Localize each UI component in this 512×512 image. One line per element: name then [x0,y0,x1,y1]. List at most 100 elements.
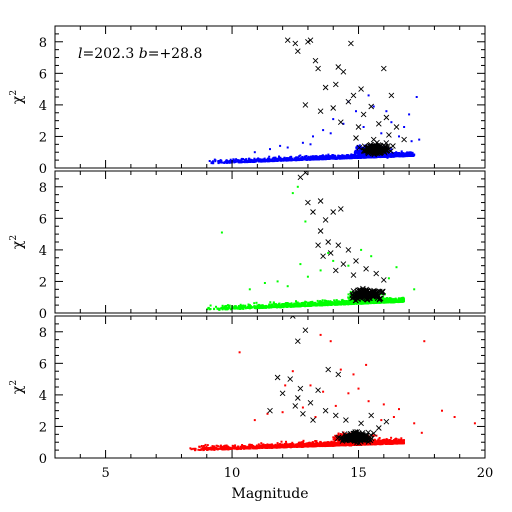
dense-point [384,154,387,156]
cloud-point [297,441,300,444]
cloud-point [303,158,305,161]
cloud-point [290,303,293,306]
data-point [385,110,388,113]
cloud-point [372,301,375,304]
cloud-point [348,157,351,159]
cloud-point [266,305,269,308]
cloud-point [215,305,217,308]
y-tick-label: 0 [39,307,47,322]
cloud-point [302,441,305,444]
data-point [367,94,370,97]
y-tick-label: 4 [39,99,47,114]
cloud-point [324,300,327,303]
cloud-point [323,157,326,160]
dense-point [360,148,367,154]
data-point [332,267,339,274]
cloud-point [337,301,340,304]
cloud-point [340,155,343,158]
cloud-point [401,153,404,156]
dense-point [380,293,383,296]
cloud-point [284,159,287,161]
cloud-point [274,304,277,307]
cloud-point [318,156,321,158]
cloud-point [397,299,399,302]
data-point [317,198,324,204]
cloud-point [290,305,293,308]
data-point [315,65,321,72]
cloud-point [381,155,384,158]
cloud-point [263,305,266,308]
cloud-point [234,161,237,163]
cloud-point [399,154,402,157]
y-axis-label: χ2 [9,235,26,249]
cloud-point [305,301,308,304]
cloud-point [318,301,321,304]
dense-point [362,301,365,304]
cloud-point [225,160,228,163]
cloud-point [352,154,355,156]
cloud-point [327,153,330,156]
data-point [305,38,311,45]
dense-point [348,297,351,300]
cloud-point [384,300,387,303]
dense-point [356,291,363,298]
dense-point [372,299,374,302]
cloud-point [301,156,304,158]
cloud-point [327,302,330,305]
cloud-point [240,305,242,308]
cloud-point [339,303,342,306]
cloud-point [334,157,337,160]
cloud-point [211,161,214,163]
cloud-point [256,158,259,161]
cloud-point [226,448,229,451]
dense-point [359,289,365,296]
dense-point [367,155,370,158]
cloud-point [340,299,343,302]
cloud-point [239,303,242,306]
cloud-point [339,155,342,158]
cloud-point [293,303,295,306]
cloud-point [310,302,313,305]
cloud-point [315,157,317,159]
cloud-point [352,156,355,159]
cloud-point [343,157,345,160]
cloud-point [345,154,348,157]
cloud-point [313,304,316,307]
cloud-point [400,437,403,440]
cloud-point [300,441,303,444]
dense-point [374,144,380,151]
dense-point [382,296,385,298]
dense-point [356,144,363,151]
cloud-point [220,159,223,162]
cloud-point [295,159,298,161]
cloud-point [306,158,309,161]
data-point [332,259,335,262]
cloud-point [386,298,389,301]
data-point [276,280,279,283]
dense-point [353,152,356,155]
cloud-point [269,159,272,162]
data-point [220,231,223,234]
data-point [368,103,375,110]
dense-point [361,300,364,303]
data-point [325,239,332,245]
cloud-point [301,302,304,305]
cloud-point [327,303,329,306]
cloud-point [302,439,305,442]
cloud-point [258,159,261,162]
data-point [299,263,302,266]
cloud-point [271,303,274,306]
cloud-point [226,304,229,307]
cloud-point [236,307,238,310]
cloud-point [256,306,259,309]
cloud-point [240,161,243,164]
dense-point [349,299,352,302]
cloud-point [319,300,322,303]
cloud-point [382,300,385,303]
cloud-point [267,160,270,163]
dense-point [366,292,373,299]
cloud-point [307,302,310,305]
panel-0-marks [208,37,421,165]
dense-point [364,145,371,151]
